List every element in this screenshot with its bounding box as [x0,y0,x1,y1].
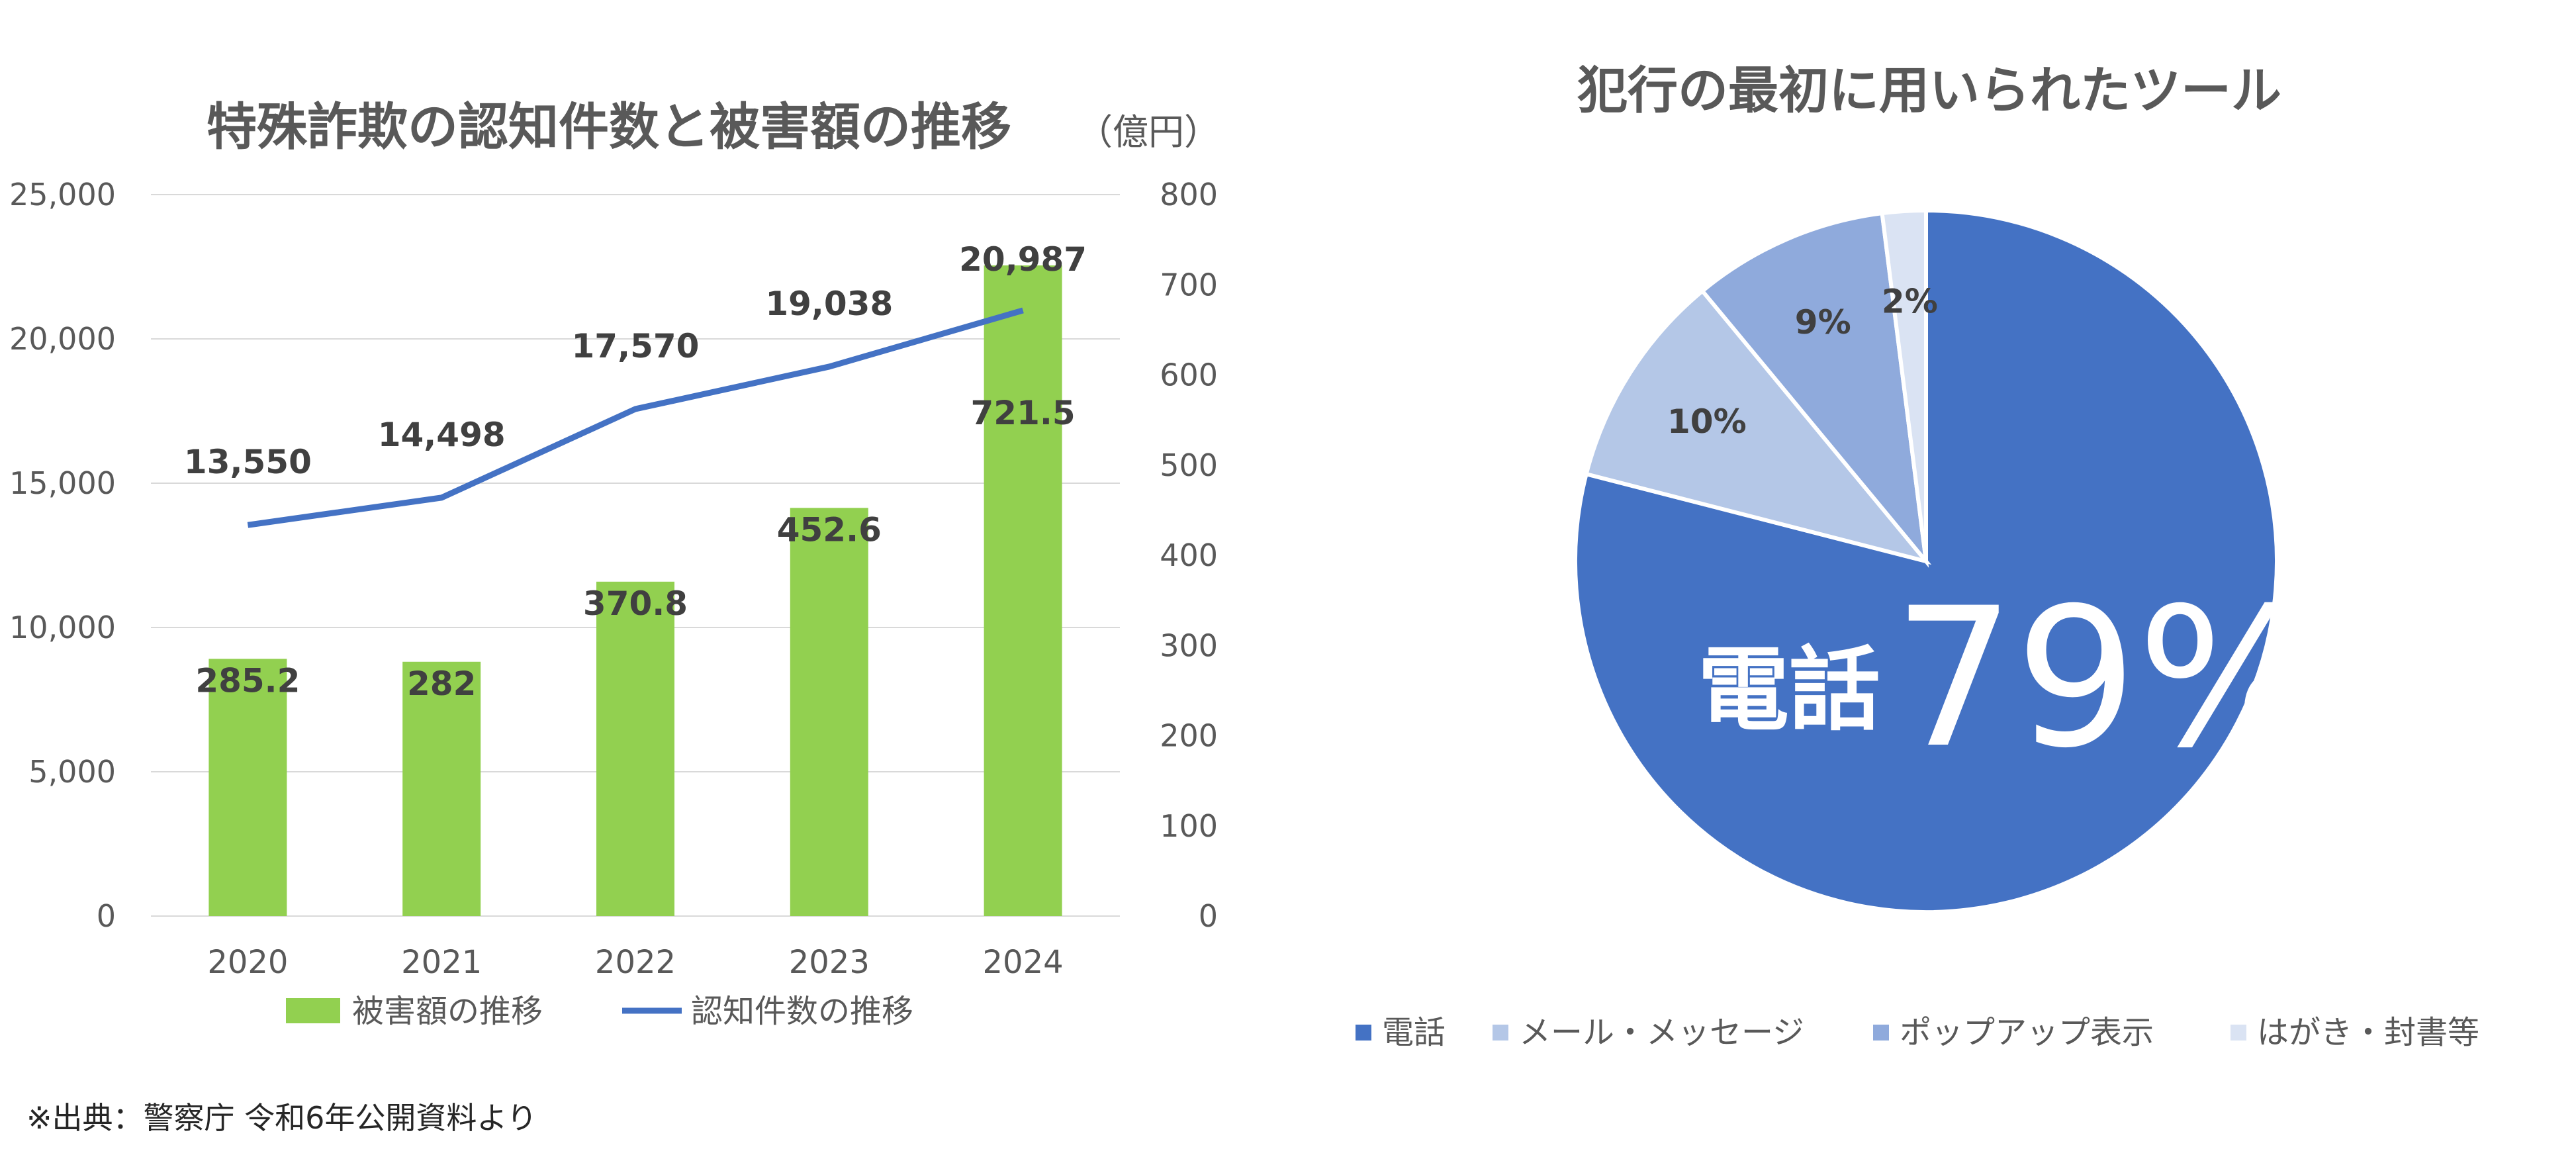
left-tick-label: 10,000 [9,610,116,645]
right-tick-label: 100 [1160,808,1218,844]
pie-legend-swatch [1493,1025,1508,1041]
highlight-percent: 79% [1893,567,2320,790]
right-tick-label: 800 [1160,177,1218,212]
pie-highlight-label: 電話 79% [1698,567,2320,790]
bar-series [208,265,1062,916]
legend-swatch-bar [286,998,340,1023]
pie-legend-label: はがき・封書等 [2257,1014,2479,1051]
left-tick-label: 5,000 [28,754,116,790]
line-value-label: 13,550 [184,443,312,481]
x-tick-label: 2022 [595,944,676,981]
right-tick-label: 400 [1160,537,1218,573]
bar-value-label: 721.5 [971,394,1076,432]
pie-slice [1880,208,1928,562]
pie-legend-label: メール・メッセージ [1519,1014,1804,1051]
combo-legend: 被害額の推移 認知件数の推移 [286,993,913,1030]
x-tick-label: 2021 [401,944,482,981]
bar [790,508,868,916]
bar-value-label: 282 [407,665,476,703]
pie-legend-label: ポップアップ表示 [1900,1014,2154,1051]
left-tick-label: 20,000 [9,321,116,357]
bar-value-label: 285.2 [195,661,300,700]
pie-value-label: 9% [1795,303,1851,342]
line-value-label: 20,987 [959,240,1087,279]
line-data-labels: 13,550 14,498 17,570 19,038 20,987 [184,240,1087,481]
x-tick-label: 2023 [789,944,870,981]
line-series [247,307,1024,528]
pie-chart-title: 犯行の最初に用いられたツール [1577,61,2281,120]
bar [596,581,674,916]
pie-chart: 犯行の最初に用いられたツール 10%9%2% 電話 79% 電話 メール・メッセー… [1356,61,2479,1051]
legend-label-bar: 被害額の推移 [352,993,543,1030]
line-value-label: 14,498 [378,416,506,454]
pie-slice [1573,208,2279,914]
pie-slice [1699,210,1929,568]
right-y-axis: 0 100 200 300 400 500 600 700 800 [1160,177,1218,934]
pie-slice [1583,288,1932,565]
right-tick-label: 500 [1160,447,1218,483]
pie-labels: 10% 9% 2% [1667,283,1938,441]
right-tick-label: 700 [1160,267,1218,302]
line-value-label: 19,038 [765,285,893,323]
right-tick-label: 0 [1199,898,1218,934]
bar-data-labels: 285.2 282 370.8 452.6 721.5 [195,394,1075,703]
highlight-category: 電話 [1698,637,1880,743]
bar [402,661,481,916]
right-tick-label: 200 [1160,718,1218,754]
x-tick-label: 2024 [983,944,1064,981]
right-axis-unit: （億円） [1077,111,1220,153]
pie-legend: 電話 メール・メッセージ ポップアップ表示 はがき・封書等 [1356,1014,2479,1051]
left-tick-label: 25,000 [9,177,116,212]
pie-legend-swatch [1873,1025,1889,1041]
left-tick-label: 15,000 [9,465,116,501]
combo-chart-title: 特殊詐欺の認知件数と被害額の推移 [207,97,1011,156]
right-tick-label: 300 [1160,627,1218,663]
left-tick-label: 0 [97,898,116,934]
pie-legend-swatch [2231,1025,2246,1041]
left-y-axis: 0 5,000 10,000 15,000 20,000 25,000 [9,177,116,934]
pie-slices [1573,208,2279,914]
bar-value-label: 452.6 [777,510,882,549]
bar [984,265,1062,916]
bar-value-label: 370.8 [583,584,688,623]
bar [208,659,287,916]
right-tick-label: 600 [1160,357,1218,393]
pie-legend-label: 電話 [1382,1014,1446,1051]
combo-chart: 特殊詐欺の認知件数と被害額の推移 （億円） 0 5,000 10,000 15,000… [9,97,1220,1030]
pie-legend-swatch [1356,1025,1371,1041]
pie-value-label: 2% [1882,283,1938,321]
x-axis: 2020 2021 2022 2023 2024 [207,944,1063,981]
line-value-label: 17,570 [572,327,700,365]
x-tick-label: 2020 [207,944,288,981]
pie-value-label: 10% [1667,402,1747,441]
source-note: ※出典：警察庁 令和6年公開資料より [26,1100,537,1136]
legend-label-line: 認知件数の推移 [691,993,913,1030]
